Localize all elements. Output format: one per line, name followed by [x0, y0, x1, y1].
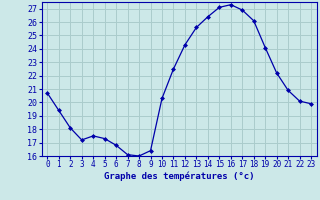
X-axis label: Graphe des températures (°c): Graphe des températures (°c) [104, 172, 254, 181]
